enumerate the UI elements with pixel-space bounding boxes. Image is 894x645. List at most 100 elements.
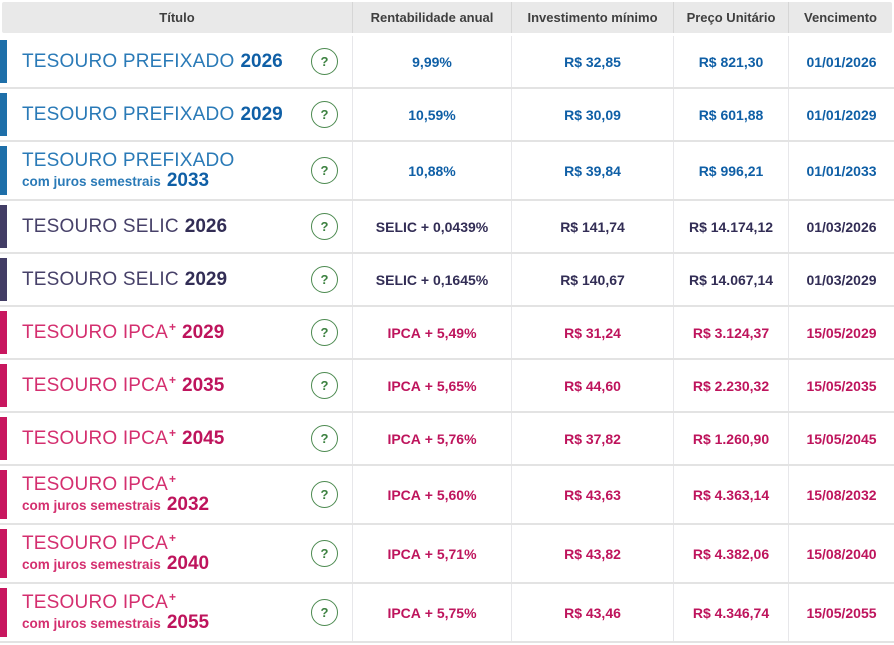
rate-prefix: SELIC <box>375 218 417 235</box>
superscript-plus-icon: + <box>168 425 176 440</box>
rate-cell: IPCA + 5,76% <box>352 413 511 464</box>
unit-price-cell: R$ 2.230,32 <box>673 360 788 411</box>
bond-accent-bar <box>0 417 7 460</box>
rate-prefix: IPCA <box>387 486 421 503</box>
rate-cell: IPCA + 5,75% <box>352 584 511 641</box>
bond-title: TESOURO PREFIXADO 2026 2026 <box>22 50 283 72</box>
unit-price-cell: R$ 1.260,90 <box>673 413 788 464</box>
bond-row[interactable]: TESOURO PREFIXADO 2026 2026 ? 9,99% R$ 3… <box>0 36 894 89</box>
min-investment-cell: R$ 44,60 <box>511 360 673 411</box>
rate-cell: 10,88% <box>352 142 511 199</box>
unit-price-value: R$ 821,30 <box>698 53 764 70</box>
min-investment-value: R$ 37,82 <box>564 430 621 447</box>
rate-prefix: IPCA <box>387 430 421 447</box>
min-investment-cell: R$ 37,82 <box>511 413 673 464</box>
unit-price-cell: R$ 4.363,14 <box>673 466 788 523</box>
help-icon[interactable]: ? <box>311 157 338 184</box>
min-investment-cell: R$ 43,63 <box>511 466 673 523</box>
bond-subtitle: com juros semestrais <box>22 497 161 513</box>
title-cell: TESOURO PREFIXADO 2029 2029 ? <box>0 89 352 140</box>
bond-title: TESOURO IPCA+ 2032 com juros semestrais … <box>22 471 209 515</box>
rate-value: + 5,71% <box>420 545 477 562</box>
bond-row[interactable]: TESOURO IPCA+ 2045 2045 ? IPCA + 5,76% R… <box>0 413 894 466</box>
unit-price-cell: R$ 14.067,14 <box>673 254 788 305</box>
bond-accent-bar <box>0 258 7 301</box>
rate-cell: SELIC + 0,1645% <box>352 254 511 305</box>
bond-name: TESOURO IPCA <box>22 473 168 495</box>
rate-prefix: 10,59% <box>408 106 456 123</box>
bond-accent-bar <box>0 40 7 83</box>
help-icon[interactable]: ? <box>311 319 338 346</box>
help-icon[interactable]: ? <box>311 425 338 452</box>
maturity-cell: 15/05/2029 <box>788 307 894 358</box>
maturity-cell: 01/03/2026 <box>788 201 894 252</box>
column-header-vencimento: Vencimento <box>788 2 892 33</box>
min-investment-cell: R$ 30,09 <box>511 89 673 140</box>
bond-name: TESOURO IPCA <box>22 321 168 343</box>
bond-name: TESOURO PREFIXADO <box>22 50 235 72</box>
bond-row[interactable]: TESOURO IPCA+ 2035 2035 ? IPCA + 5,65% R… <box>0 360 894 413</box>
bond-row[interactable]: TESOURO IPCA+ 2029 2029 ? IPCA + 5,49% R… <box>0 307 894 360</box>
help-icon[interactable]: ? <box>311 481 338 508</box>
bond-accent-bar <box>0 364 7 407</box>
maturity-date: 15/08/2032 <box>806 486 877 503</box>
bond-name: TESOURO IPCA <box>22 427 168 449</box>
rate-value: + 5,65% <box>420 377 477 394</box>
bond-year: 2045 <box>182 427 225 449</box>
rate-cell: SELIC + 0,0439% <box>352 201 511 252</box>
unit-price-cell: R$ 601,88 <box>673 89 788 140</box>
bond-row[interactable]: TESOURO PREFIXADO 2033 com juros semestr… <box>0 142 894 201</box>
unit-price-value: R$ 3.124,37 <box>692 324 770 341</box>
help-icon[interactable]: ? <box>311 372 338 399</box>
bond-name: TESOURO SELIC <box>22 268 179 290</box>
superscript-plus-icon: + <box>168 471 176 486</box>
unit-price-cell: R$ 4.346,74 <box>673 584 788 641</box>
maturity-cell: 15/08/2032 <box>788 466 894 523</box>
bond-row[interactable]: TESOURO SELIC 2029 2029 ? SELIC + 0,1645… <box>0 254 894 307</box>
maturity-date: 01/01/2029 <box>806 106 877 123</box>
help-icon[interactable]: ? <box>311 540 338 567</box>
help-icon[interactable]: ? <box>311 266 338 293</box>
title-cell: TESOURO IPCA+ 2055 com juros semestrais … <box>0 584 352 641</box>
maturity-cell: 15/05/2055 <box>788 584 894 641</box>
unit-price-cell: R$ 996,21 <box>673 142 788 199</box>
bond-year: 2029 <box>240 103 283 125</box>
column-header-preco: Preço Unitário <box>673 2 788 33</box>
maturity-date: 01/01/2033 <box>806 162 877 179</box>
bond-accent-bar <box>0 146 7 195</box>
maturity-cell: 01/03/2029 <box>788 254 894 305</box>
bond-year: 2029 <box>182 321 225 343</box>
maturity-cell: 01/01/2026 <box>788 36 894 87</box>
help-icon[interactable]: ? <box>311 213 338 240</box>
min-investment-value: R$ 43,82 <box>564 545 621 562</box>
bond-accent-bar <box>0 529 7 578</box>
title-cell: TESOURO IPCA+ 2029 2029 ? <box>0 307 352 358</box>
help-icon[interactable]: ? <box>311 101 338 128</box>
help-icon[interactable]: ? <box>311 48 338 75</box>
title-cell: TESOURO SELIC 2029 2029 ? <box>0 254 352 305</box>
unit-price-value: R$ 2.230,32 <box>692 377 770 394</box>
min-investment-value: R$ 32,85 <box>564 53 621 70</box>
bond-row[interactable]: TESOURO SELIC 2026 2026 ? SELIC + 0,0439… <box>0 201 894 254</box>
superscript-plus-icon: + <box>168 589 176 604</box>
rate-prefix: SELIC <box>375 271 417 288</box>
maturity-date: 01/01/2026 <box>806 53 877 70</box>
bond-row[interactable]: TESOURO IPCA+ 2032 com juros semestrais … <box>0 466 894 525</box>
rate-prefix: 10,88% <box>408 162 456 179</box>
min-investment-value: R$ 140,67 <box>560 271 625 288</box>
help-icon[interactable]: ? <box>311 599 338 626</box>
bond-row[interactable]: TESOURO IPCA+ 2055 com juros semestrais … <box>0 584 894 643</box>
bond-title: TESOURO IPCA+ 2045 2045 <box>22 425 225 449</box>
bond-year: 2033 <box>166 169 210 191</box>
title-cell: TESOURO IPCA+ 2040 com juros semestrais … <box>0 525 352 582</box>
min-investment-cell: R$ 32,85 <box>511 36 673 87</box>
superscript-plus-icon: + <box>168 372 176 387</box>
bond-row[interactable]: TESOURO IPCA+ 2040 com juros semestrais … <box>0 525 894 584</box>
min-investment-value: R$ 44,60 <box>564 377 621 394</box>
bond-subtitle: com juros semestrais <box>22 173 161 189</box>
min-investment-cell: R$ 43,82 <box>511 525 673 582</box>
bond-row[interactable]: TESOURO PREFIXADO 2029 2029 ? 10,59% R$ … <box>0 89 894 142</box>
bond-title: TESOURO IPCA+ 2055 com juros semestrais … <box>22 589 209 633</box>
rate-cell: IPCA + 5,71% <box>352 525 511 582</box>
